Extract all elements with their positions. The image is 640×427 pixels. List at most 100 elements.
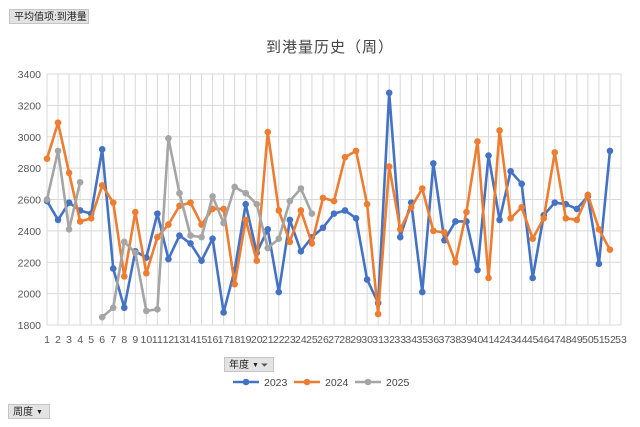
data-point	[463, 208, 470, 216]
data-point	[264, 244, 272, 252]
data-point	[551, 199, 559, 206]
x-tick-label: 16	[207, 334, 219, 346]
y-tick-label: 2600	[18, 195, 42, 207]
data-point	[584, 191, 592, 199]
data-point	[165, 221, 172, 228]
series-2025	[43, 135, 316, 321]
data-point	[518, 204, 525, 211]
data-point	[143, 307, 150, 315]
x-tick-label: 33	[394, 334, 406, 346]
x-tick-label: 12	[163, 334, 175, 346]
x-tick-label: 28	[339, 334, 351, 346]
x-tick-label: 6	[99, 334, 105, 346]
y-tick-label: 1800	[18, 320, 42, 332]
data-point	[98, 313, 106, 321]
data-point	[286, 197, 294, 205]
dropdown-arrow-icon[interactable]: ▼	[36, 409, 43, 416]
x-tick-label: 20	[251, 334, 263, 346]
data-point	[396, 226, 404, 233]
x-tick-label: 21	[262, 334, 274, 346]
x-tick-label: 3	[66, 334, 72, 346]
data-point	[297, 185, 305, 192]
data-point	[529, 235, 536, 243]
y-tick-label: 2400	[18, 226, 42, 238]
data-point	[363, 200, 371, 208]
data-point	[242, 216, 249, 224]
data-point	[396, 233, 404, 241]
x-tick-label: 39	[461, 334, 473, 346]
x-tick-label: 34	[405, 334, 417, 346]
data-point	[242, 200, 249, 208]
data-point	[485, 152, 492, 159]
data-point	[385, 163, 393, 170]
data-point	[253, 257, 261, 264]
data-point	[595, 260, 603, 268]
data-point	[275, 235, 283, 243]
data-point	[76, 218, 84, 225]
x-tick-label: 22	[273, 334, 285, 346]
legend-marker	[303, 378, 311, 386]
data-point	[109, 304, 117, 312]
filter-icon[interactable]: ⏷	[260, 360, 269, 370]
data-point	[485, 274, 492, 282]
data-point	[352, 215, 360, 222]
x-tick-label: 50	[582, 334, 594, 346]
data-point	[132, 249, 139, 257]
x-tick-label: 25	[306, 334, 318, 346]
x-tick-label: 46	[538, 334, 550, 346]
data-point	[231, 183, 238, 191]
x-tick-label: 2	[55, 334, 61, 346]
x-tick-label: 14	[185, 334, 197, 346]
x-tick-label: 4	[77, 334, 83, 346]
year-field-label: 年度	[229, 360, 249, 372]
data-point	[264, 128, 272, 136]
value-field-button[interactable]: 平均值项:到港量	[9, 9, 89, 24]
legend-label: 2025	[386, 377, 410, 389]
x-tick-label: 38	[450, 334, 462, 346]
x-tick-label: 30	[361, 334, 373, 346]
data-point	[286, 216, 294, 224]
x-tick-label: 44	[516, 334, 528, 346]
data-point	[474, 138, 481, 145]
series-lines	[43, 89, 614, 321]
data-point	[441, 229, 448, 236]
x-tick-label: 41	[483, 334, 495, 346]
x-tick-label: 24	[295, 334, 307, 346]
x-tick-label: 19	[240, 334, 252, 346]
data-point	[341, 153, 349, 161]
data-point	[551, 149, 559, 156]
data-point	[507, 167, 514, 175]
week-field-button[interactable]: 周度 ▼	[8, 404, 50, 419]
data-point	[65, 169, 73, 177]
data-point	[209, 193, 216, 200]
x-axis-ticks: 1 2 3 4 5 6 7 8 9 10 11 12 13 14 15 16 17 18 19 20 21 22 23 24 2…	[44, 334, 627, 346]
x-tick-label: 7	[110, 334, 116, 346]
data-point	[507, 215, 514, 222]
data-point	[187, 232, 194, 239]
data-point	[319, 224, 327, 232]
year-field-button[interactable]: 年度 ▼ ⏷	[224, 357, 274, 372]
series-line	[45, 121, 612, 316]
data-point	[187, 199, 194, 206]
data-point	[198, 257, 205, 264]
x-tick-label: 42	[494, 334, 506, 346]
dropdown-arrow-icon[interactable]: ▼	[252, 362, 259, 369]
legend-label: 2023	[264, 377, 288, 389]
y-tick-label: 3400	[18, 69, 42, 81]
x-tick-label: 37	[439, 334, 451, 346]
x-tick-label: 18	[229, 334, 241, 346]
y-tick-label: 3200	[18, 100, 42, 112]
data-point	[275, 288, 283, 296]
data-point	[308, 240, 316, 247]
data-point	[120, 238, 128, 246]
x-tick-label: 49	[571, 334, 583, 346]
data-point	[286, 238, 294, 246]
data-point	[242, 189, 249, 197]
data-point	[253, 200, 261, 208]
data-point	[297, 247, 305, 255]
data-point	[330, 197, 338, 205]
data-point	[562, 215, 570, 222]
legend-label: 2024	[325, 377, 349, 389]
x-tick-label: 51	[593, 334, 605, 346]
